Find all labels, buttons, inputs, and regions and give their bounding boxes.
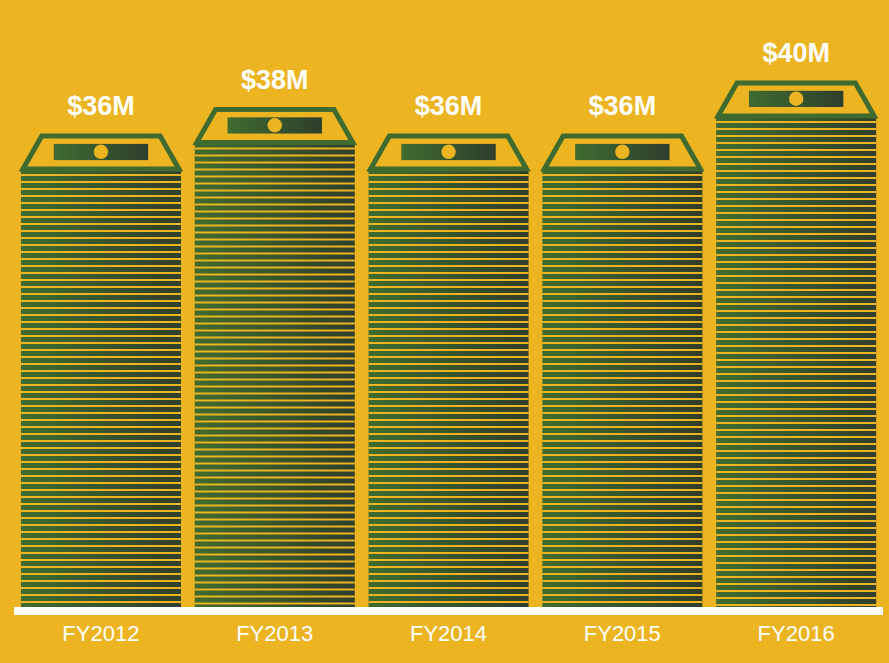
svg-text:$38M: $38M	[241, 65, 309, 95]
svg-text:FY2016: FY2016	[758, 621, 835, 646]
svg-text:FY2012: FY2012	[62, 621, 139, 646]
svg-text:FY2014: FY2014	[410, 621, 487, 646]
svg-text:FY2015: FY2015	[584, 621, 661, 646]
svg-text:$36M: $36M	[589, 91, 657, 121]
svg-text:$36M: $36M	[415, 91, 483, 121]
svg-text:$36M: $36M	[67, 91, 135, 121]
svg-text:$40M: $40M	[762, 38, 830, 68]
svg-text:FY2013: FY2013	[236, 621, 313, 646]
